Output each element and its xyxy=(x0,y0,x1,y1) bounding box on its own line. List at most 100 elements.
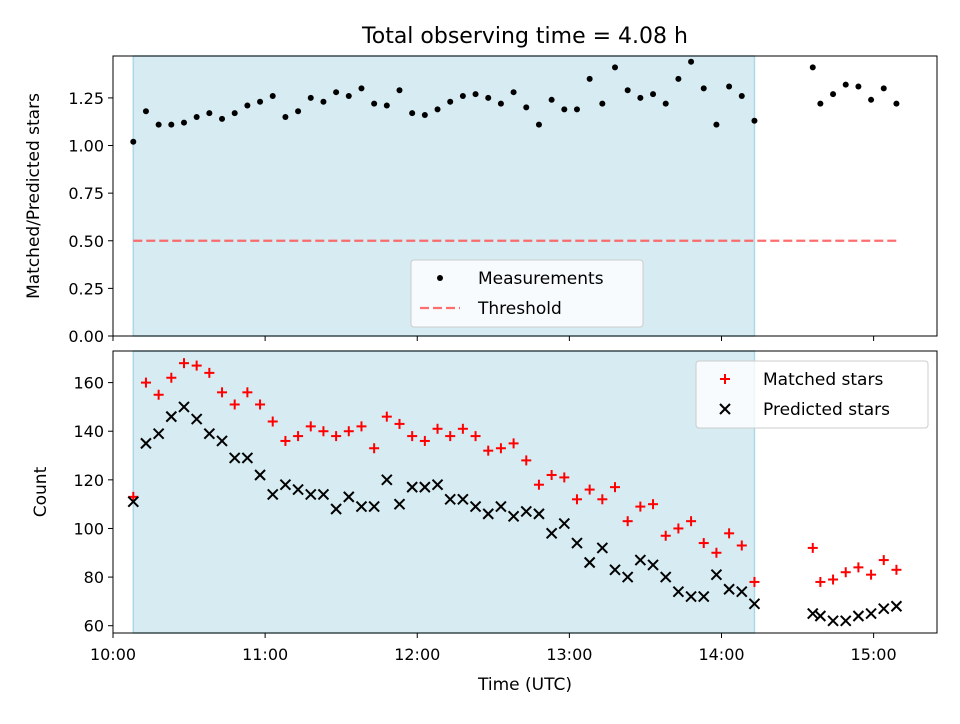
predicted-star-point xyxy=(672,585,685,598)
predicted-star-point xyxy=(807,607,819,620)
measurement-point xyxy=(855,83,862,90)
measurement-point xyxy=(662,100,669,107)
measurement-point xyxy=(409,110,416,117)
predicted-star-point xyxy=(723,583,735,595)
predicted-star-point xyxy=(368,500,380,513)
matched-star-point xyxy=(318,426,329,437)
plot-frame xyxy=(112,350,938,634)
predicted-star-point xyxy=(254,469,266,481)
y-axis-label: Matched/Predicted stars xyxy=(24,93,44,299)
x-tick-label: 10:00 xyxy=(90,645,136,664)
measurement-point xyxy=(586,75,593,82)
x-tick-label: 15:00 xyxy=(851,645,897,664)
predicted-star-point xyxy=(190,413,203,425)
measurement-point xyxy=(345,93,352,99)
predicted-star-point xyxy=(165,410,178,423)
measurement-point xyxy=(675,75,682,82)
measurement-point xyxy=(358,85,365,92)
matched-star-point xyxy=(191,360,202,371)
predicted-star-point xyxy=(583,556,596,569)
measurement-point xyxy=(307,94,314,101)
matched-star-point xyxy=(331,431,342,442)
predicted-star-point xyxy=(140,437,152,450)
matched-star-point xyxy=(166,372,177,383)
predicted-star-point xyxy=(507,510,520,523)
measurement-point xyxy=(599,100,606,107)
legend-box xyxy=(695,360,929,429)
predicted-star-point xyxy=(431,478,444,491)
matched-star-point xyxy=(242,387,253,398)
measurement-point xyxy=(295,108,302,115)
legend: Matched stars Predicted stars xyxy=(695,360,929,429)
measurement-point xyxy=(269,93,276,99)
x-tick-label: 11:00 xyxy=(242,645,288,664)
measurement-point xyxy=(421,112,428,119)
predicted-star-point xyxy=(267,488,279,501)
predicted-star-point xyxy=(698,590,710,603)
matched-star-point xyxy=(648,499,659,510)
predicted-star-point xyxy=(292,483,304,496)
measurement-point xyxy=(535,121,542,128)
matched-star-point xyxy=(153,389,164,400)
measurement-point xyxy=(497,100,504,107)
predicted-star-point xyxy=(840,615,852,627)
y-tick-label: 100 xyxy=(73,519,104,538)
measurement-point xyxy=(472,91,479,98)
predicted-star-point xyxy=(305,488,317,501)
y-tick-label: 160 xyxy=(73,374,104,393)
y-tick-label: 0.00 xyxy=(68,327,104,346)
matched-star-point xyxy=(407,431,418,442)
matched-star-point xyxy=(343,426,354,437)
legend-label: Predicted stars xyxy=(763,400,890,420)
plot-frame xyxy=(112,55,938,337)
predicted-star-point xyxy=(317,488,330,501)
predicted-star-point xyxy=(558,517,571,530)
measurement-point xyxy=(383,102,390,109)
measurement-point xyxy=(485,94,492,101)
predicted-star-point xyxy=(127,496,139,508)
measurement-point xyxy=(624,87,631,94)
legend-entry: Predicted stars xyxy=(719,400,890,420)
measurement-point xyxy=(637,94,644,101)
matched-star-point xyxy=(432,423,443,434)
y-tick-label: 60 xyxy=(84,617,104,636)
matched-star-point xyxy=(840,567,851,578)
matched-star-point xyxy=(686,516,697,527)
top-panel: 0.00 0.25 0.50 0.75 1.00 1.25 Matched/Predicte… xyxy=(24,55,938,346)
y-tick-label: 1.25 xyxy=(68,89,104,108)
matched-star-point xyxy=(381,411,392,422)
y-tick-label: 0.75 xyxy=(68,184,104,203)
predicted-star-point xyxy=(495,500,507,513)
measurement-point xyxy=(459,93,466,99)
measurement-point xyxy=(142,108,149,115)
predicted-star-point xyxy=(419,481,431,493)
matched-star-point xyxy=(483,445,494,456)
measurement-point xyxy=(434,106,441,113)
matched-star-point xyxy=(280,435,291,446)
predicted-star-point xyxy=(533,508,545,520)
matched-star-point xyxy=(356,421,367,432)
predicted-star-point xyxy=(814,610,827,622)
predicted-star-point xyxy=(647,559,659,571)
predicted-star-point xyxy=(890,600,903,612)
predicted-star-point xyxy=(330,503,342,515)
measurement-point xyxy=(396,87,403,94)
measurement-point xyxy=(751,117,758,124)
matched-star-point xyxy=(140,377,151,388)
matched-star-point xyxy=(178,358,189,369)
predicted-star-point xyxy=(685,590,697,603)
matched-star-point xyxy=(660,530,671,541)
matched-star-point xyxy=(571,494,582,505)
measurement-point xyxy=(180,119,187,126)
measurement-point xyxy=(700,85,707,92)
legend-label: Threshold xyxy=(477,299,562,319)
measurement-point xyxy=(333,89,340,96)
predicted-star-point xyxy=(355,500,368,513)
matched-star-point xyxy=(597,494,608,505)
y-tick-label: 0.25 xyxy=(68,279,104,298)
predicted-star-point xyxy=(457,493,469,506)
measurement-point xyxy=(130,138,137,145)
legend-label: Measurements xyxy=(478,269,604,289)
matched-star-point xyxy=(419,435,430,446)
